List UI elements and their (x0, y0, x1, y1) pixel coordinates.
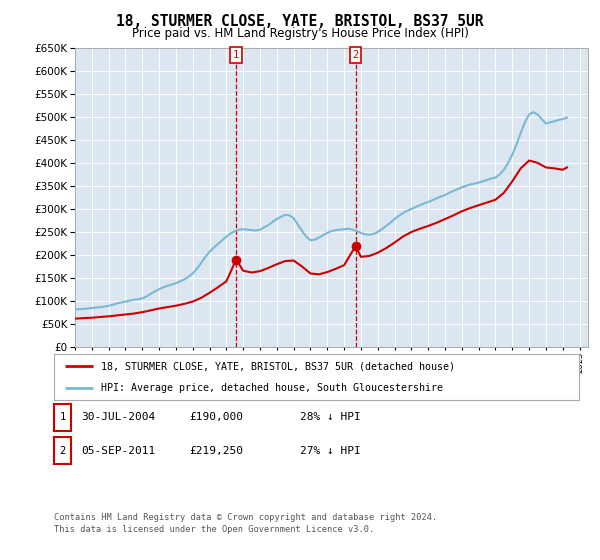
Text: 30-JUL-2004: 30-JUL-2004 (81, 412, 155, 422)
Text: 18, STURMER CLOSE, YATE, BRISTOL, BS37 5UR (detached house): 18, STURMER CLOSE, YATE, BRISTOL, BS37 5… (101, 361, 455, 371)
Text: £190,000: £190,000 (189, 412, 243, 422)
Text: 1: 1 (233, 50, 239, 60)
Text: 05-SEP-2011: 05-SEP-2011 (81, 446, 155, 456)
Text: 1: 1 (59, 412, 65, 422)
Text: 28% ↓ HPI: 28% ↓ HPI (300, 412, 361, 422)
Text: 2: 2 (59, 446, 65, 456)
Text: 2: 2 (352, 50, 359, 60)
Text: This data is licensed under the Open Government Licence v3.0.: This data is licensed under the Open Gov… (54, 525, 374, 534)
Text: 18, STURMER CLOSE, YATE, BRISTOL, BS37 5UR: 18, STURMER CLOSE, YATE, BRISTOL, BS37 5… (116, 14, 484, 29)
Text: HPI: Average price, detached house, South Gloucestershire: HPI: Average price, detached house, Sout… (101, 383, 443, 393)
Text: Price paid vs. HM Land Registry's House Price Index (HPI): Price paid vs. HM Land Registry's House … (131, 27, 469, 40)
Text: £219,250: £219,250 (189, 446, 243, 456)
Text: Contains HM Land Registry data © Crown copyright and database right 2024.: Contains HM Land Registry data © Crown c… (54, 513, 437, 522)
Text: 27% ↓ HPI: 27% ↓ HPI (300, 446, 361, 456)
